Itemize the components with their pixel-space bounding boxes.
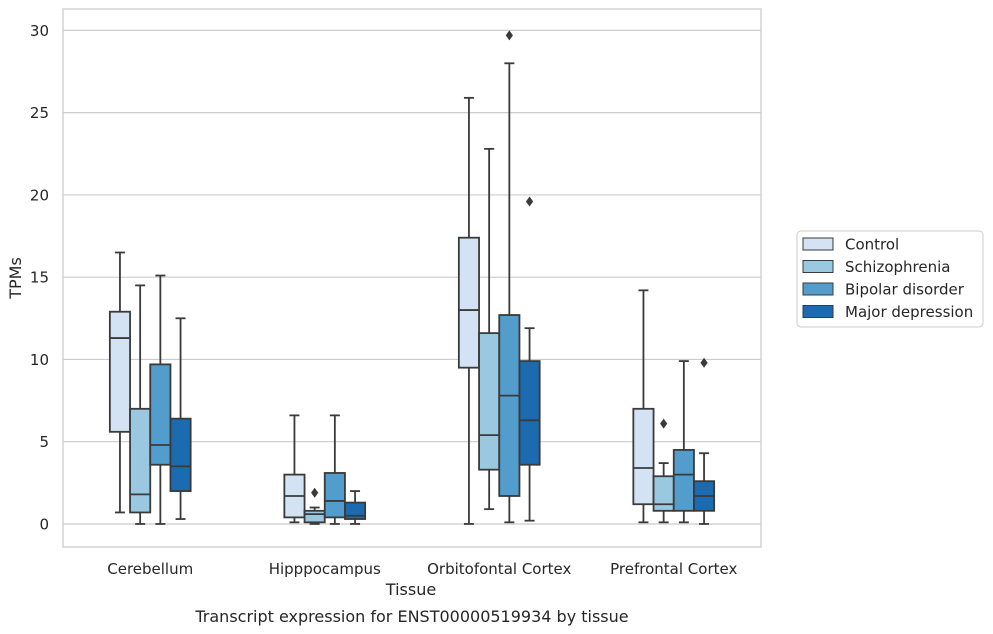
box-cerebellum-schizophrenia <box>129 284 152 525</box>
box-iqr <box>129 407 152 514</box>
legend-swatch-bipolar-disorder <box>802 282 834 296</box>
y-tick-label-5: 5 <box>39 433 49 451</box>
y-tick-label-30: 30 <box>30 22 49 40</box>
y-tick-label-0: 0 <box>39 515 49 533</box>
box-iqr <box>518 360 541 466</box>
box-orbitofontal-cortex-schizophrenia <box>478 147 501 511</box>
legend: Control Schizophrenia Bipolar disorder Majo… <box>796 230 984 328</box>
series-control <box>108 96 655 525</box>
box-iqr <box>632 407 655 506</box>
legend-item-major-depression: Major depression <box>802 303 973 321</box>
box-series-layer <box>108 30 716 525</box>
box-orbitofontal-cortex-control <box>457 96 480 525</box>
x-axis-ticks: Cerebellum Hipppocampus Orbitofontal Corte… <box>107 560 737 578</box>
box-prefrontal-cortex-schizophrenia <box>652 418 675 524</box>
box-iqr <box>652 475 675 512</box>
box-orbitofontal-cortex-major-depression <box>518 196 541 522</box>
box-hipppocampus-control <box>283 414 306 524</box>
box-prefrontal-cortex-control <box>632 289 655 524</box>
box-iqr <box>169 417 192 492</box>
box-hipppocampus-schizophrenia <box>303 487 326 525</box>
box-hipppocampus-bipolar-disorder <box>323 414 346 525</box>
box-iqr <box>457 236 480 369</box>
box-iqr <box>478 332 501 471</box>
legend-item-control: Control <box>802 236 899 254</box>
legend-swatch-major-depression <box>802 305 834 318</box>
outlier-point-0 <box>700 357 708 368</box>
x-axis-title: Tissue <box>385 580 436 599</box>
legend-item-bipolar-disorder: Bipolar disorder <box>802 281 965 299</box>
box-cerebellum-control <box>108 251 131 514</box>
y-tick-label-25: 25 <box>30 104 49 122</box>
plot-area-frame <box>62 8 762 548</box>
chart-caption: Transcript expression for ENST0000051993… <box>194 607 628 626</box>
box-iqr <box>498 314 521 497</box>
legend-item-schizophrenia: Schizophrenia <box>802 258 950 276</box>
legend-label-schizophrenia: Schizophrenia <box>845 258 950 276</box>
legend-frame <box>796 230 984 328</box>
box-cerebellum-bipolar-disorder <box>149 274 172 525</box>
box-cerebellum-major-depression <box>169 317 192 520</box>
legend-swatch-schizophrenia <box>802 260 834 273</box>
legend-label-major-depression: Major depression <box>845 303 973 321</box>
box-iqr <box>108 310 131 433</box>
legend-items: Control Schizophrenia Bipolar disorder Majo… <box>802 236 973 321</box>
y-tick-label-10: 10 <box>30 351 49 369</box>
x-tick-label-cerebellum: Cerebellum <box>107 560 193 578</box>
x-tick-label-orbitofontal-cortex: Orbitofontal Cortex <box>427 560 571 578</box>
outlier-point-0 <box>311 487 319 498</box>
legend-label-control: Control <box>845 236 899 254</box>
series-bipolar-disorder <box>149 30 695 525</box>
box-prefrontal-cortex-bipolar-disorder <box>672 360 695 524</box>
legend-label-bipolar-disorder: Bipolar disorder <box>845 281 965 299</box>
x-tick-label-hipppocampus: Hipppocampus <box>269 560 381 578</box>
box-iqr <box>323 472 346 519</box>
y-tick-label-20: 20 <box>30 186 49 204</box>
box-prefrontal-cortex-major-depression <box>693 357 716 525</box>
box-iqr <box>149 363 172 466</box>
y-tick-label-15: 15 <box>30 269 49 287</box>
series-major-depression <box>169 196 716 525</box>
outlier-point-0 <box>505 30 513 41</box>
box-iqr <box>303 509 326 524</box>
y-axis-ticks: 0 5 10 15 20 25 30 <box>30 22 49 534</box>
box-orbitofontal-cortex-bipolar-disorder <box>498 30 521 524</box>
box-hipppocampus-major-depression <box>344 490 367 525</box>
x-tick-label-prefrontal-cortex: Prefrontal Cortex <box>610 560 737 578</box>
y-axis-title: TPMs <box>6 257 25 300</box>
box-iqr <box>672 449 695 512</box>
outlier-point-0 <box>660 418 668 429</box>
outlier-point-0 <box>525 196 534 207</box>
legend-swatch-control <box>802 237 834 251</box>
series-schizophrenia <box>129 147 675 525</box>
